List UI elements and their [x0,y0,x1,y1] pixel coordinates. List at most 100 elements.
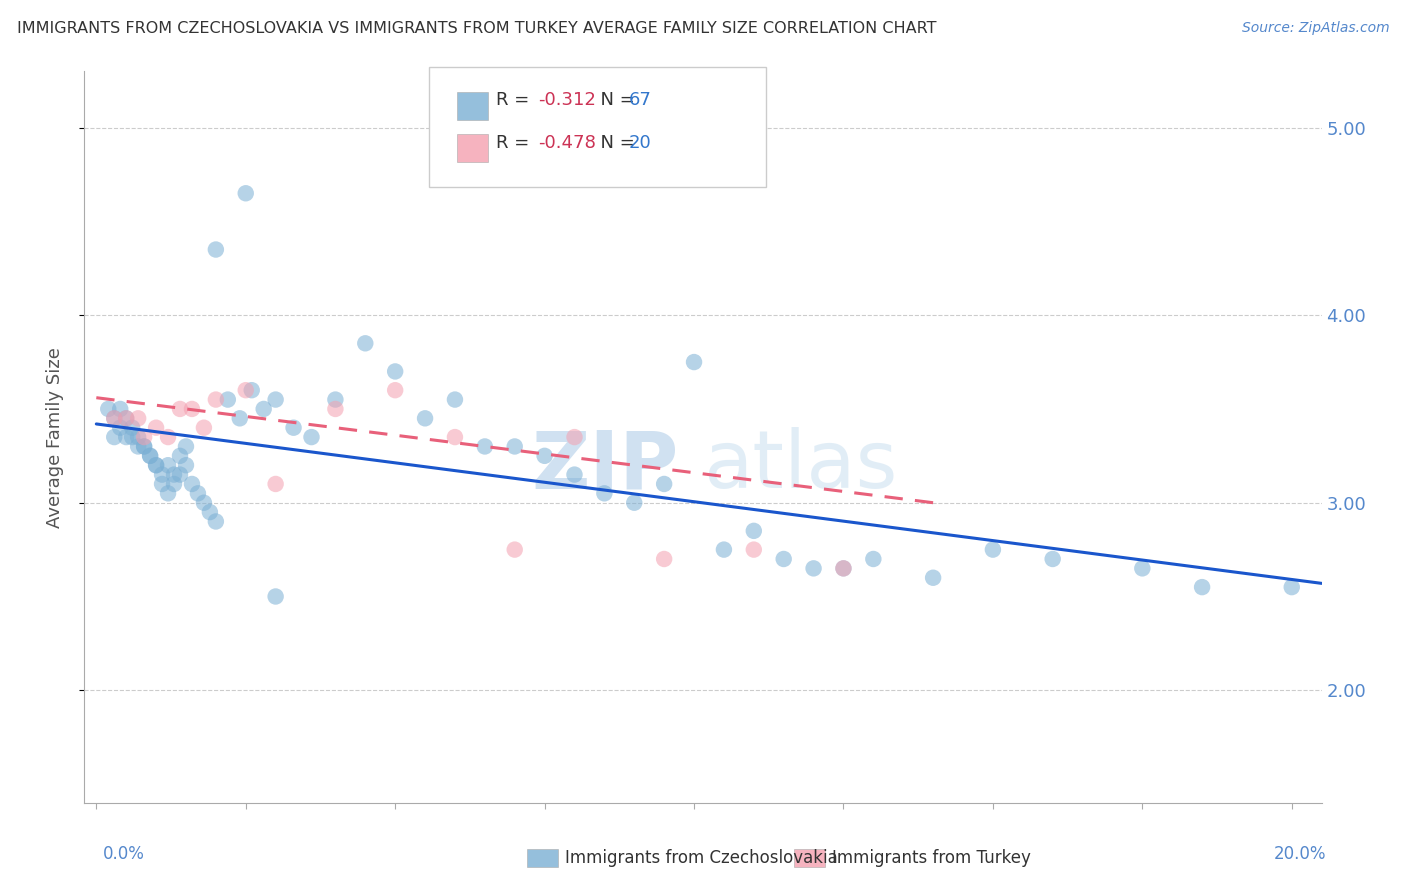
Point [169,449,191,463]
Point [193,496,215,510]
Point [264,477,287,491]
Point [103,411,125,425]
Point [1130,561,1153,575]
Point [110,420,132,434]
Point [652,477,675,491]
Point [150,467,173,482]
Text: atlas: atlas [703,427,897,506]
Y-axis label: Average Family Size: Average Family Size [45,347,63,527]
Point [922,571,945,585]
Point [325,392,347,407]
Point [1281,580,1303,594]
Point [205,243,228,257]
Point [253,401,276,416]
Text: Source: ZipAtlas.com: Source: ZipAtlas.com [1241,21,1389,36]
Point [169,401,191,416]
Point [713,542,735,557]
Text: -0.478: -0.478 [538,134,596,152]
Point [157,430,180,444]
Point [683,355,706,369]
Point [121,420,143,434]
Point [205,392,228,407]
Text: R =: R = [496,134,536,152]
Point [235,186,257,201]
Point [115,411,138,425]
Point [174,458,197,473]
Point [862,552,884,566]
Point [564,467,586,482]
Point [772,552,794,566]
Text: Immigrants from Czechoslovakia: Immigrants from Czechoslovakia [565,849,838,867]
Point [163,467,186,482]
Point [127,440,149,454]
Point [181,401,204,416]
Point [832,561,855,575]
Point [187,486,209,500]
Point [803,561,825,575]
Point [384,383,406,397]
Point [981,542,1004,557]
Point [193,420,215,434]
Point [115,430,138,444]
Point [235,383,257,397]
Point [742,524,765,538]
Point [103,430,125,444]
Text: -0.312: -0.312 [538,91,596,109]
Point [503,440,526,454]
Point [742,542,765,557]
Point [474,440,496,454]
Point [139,449,162,463]
Point [264,590,287,604]
Point [97,401,120,416]
Point [145,458,167,473]
Text: 20: 20 [628,134,651,152]
Point [139,449,162,463]
Point [564,430,586,444]
Point [283,420,305,434]
Point [134,440,156,454]
Point [127,411,149,425]
Text: Immigrants from Turkey: Immigrants from Turkey [832,849,1031,867]
Point [533,449,555,463]
Point [623,496,645,510]
Point [134,430,156,444]
Point [145,458,167,473]
Point [503,542,526,557]
Point [1191,580,1213,594]
Text: 0.0%: 0.0% [103,845,145,863]
Text: R =: R = [496,91,536,109]
Point [652,552,675,566]
Point [384,364,406,378]
Point [145,420,167,434]
Point [169,467,191,482]
Text: N =: N = [589,134,641,152]
Point [198,505,221,519]
Text: IMMIGRANTS FROM CZECHOSLOVAKIA VS IMMIGRANTS FROM TURKEY AVERAGE FAMILY SIZE COR: IMMIGRANTS FROM CZECHOSLOVAKIA VS IMMIGR… [17,21,936,37]
Point [103,411,125,425]
Point [157,486,180,500]
Point [150,477,173,491]
Text: 20.0%: 20.0% [1274,845,1326,863]
Point [205,515,228,529]
Point [134,440,156,454]
Text: 67: 67 [628,91,651,109]
Point [264,392,287,407]
Point [163,477,186,491]
Text: ZIP: ZIP [531,427,678,506]
Point [240,383,263,397]
Point [174,440,197,454]
Point [121,430,143,444]
Point [325,401,347,416]
Point [229,411,252,425]
Point [115,411,138,425]
Point [354,336,377,351]
Point [1042,552,1064,566]
Point [181,477,204,491]
Point [413,411,436,425]
Point [593,486,616,500]
Point [832,561,855,575]
Point [157,458,180,473]
Text: N =: N = [589,91,641,109]
Point [444,430,467,444]
Point [127,430,149,444]
